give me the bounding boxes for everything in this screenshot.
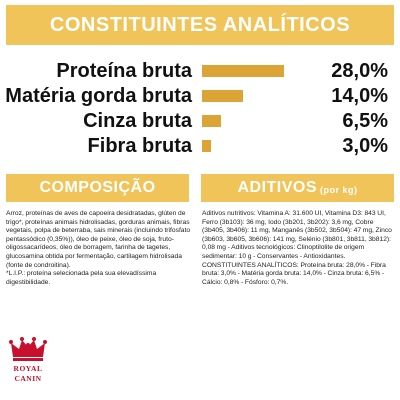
additives-heading: ADITIVOS	[237, 179, 318, 196]
row-value: 14,0%	[331, 85, 388, 107]
value-bar	[202, 90, 243, 102]
composition-ingredients: Arroz, proteínas de aves de capoeira des…	[6, 210, 191, 269]
additives-heading-band: ADITIVOS (por kg)	[201, 174, 394, 202]
row-label: Fibra bruta	[87, 135, 192, 157]
brand-logo: ROYAL CANIN	[8, 336, 48, 396]
row-label: Cinza bruta	[83, 110, 192, 132]
analytics-row-ash: Cinza bruta 6,5%	[0, 108, 400, 134]
crown-icon	[9, 337, 47, 361]
analytics-row-protein: Proteína bruta 28,0%	[0, 58, 400, 84]
analytics-row-fat: Matéria gorda bruta 14,0%	[0, 83, 400, 109]
value-bar	[202, 115, 221, 127]
row-value: 6,5%	[342, 110, 388, 132]
composition-heading: COMPOSIÇÃO	[39, 179, 156, 196]
composition-footnote: *L.I.P.: proteína selecionada pela sua e…	[6, 270, 157, 286]
composition-text: Arroz, proteínas de aves de capoeira des…	[6, 210, 192, 287]
logo-word-canin: CANIN	[14, 374, 42, 383]
analytics-row-fibre: Fibra bruta 3,0%	[0, 133, 400, 159]
additives-text: Aditivos nutritivos: Vitamina A: 31.600 …	[202, 210, 396, 287]
additives-list: Aditivos nutritivos: Vitamina A: 31.600 …	[202, 210, 392, 260]
analytics-heading-band: CONSTITUINTES ANALÍTICOS	[6, 5, 394, 45]
row-label: Proteína bruta	[56, 60, 192, 82]
row-value: 28,0%	[331, 60, 388, 82]
value-bar	[202, 65, 284, 77]
composition-heading-band: COMPOSIÇÃO	[6, 174, 189, 202]
value-bar	[202, 140, 211, 152]
additives-analytics: CONSTITUINTES ANALÍTICOS: Proteína bruta…	[202, 261, 386, 286]
logo-word-royal: ROYAL	[13, 364, 43, 373]
analytics-heading: CONSTITUINTES ANALÍTICOS	[49, 13, 351, 36]
row-label: Matéria gorda bruta	[5, 85, 192, 107]
row-value: 3,0%	[342, 135, 388, 157]
additives-unit: (por kg)	[320, 184, 358, 195]
